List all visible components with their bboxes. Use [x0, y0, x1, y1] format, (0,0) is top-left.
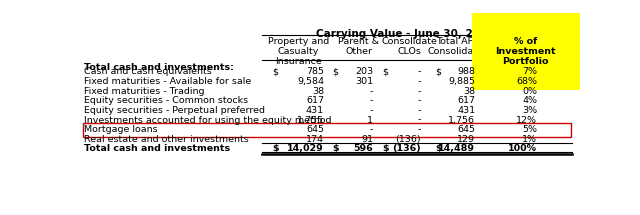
- Text: $: $: [382, 144, 389, 153]
- Text: 645: 645: [457, 125, 476, 134]
- Text: 174: 174: [306, 135, 324, 144]
- Text: 1,756: 1,756: [448, 115, 476, 124]
- Text: (136): (136): [396, 135, 421, 144]
- Text: 301: 301: [355, 77, 373, 86]
- Text: Equity securities - Perpetual preferred: Equity securities - Perpetual preferred: [84, 106, 265, 115]
- Text: -: -: [369, 96, 373, 105]
- Text: Parent &
Other: Parent & Other: [339, 37, 380, 56]
- Text: Consolidate
CLOs: Consolidate CLOs: [381, 37, 437, 56]
- Text: $: $: [382, 67, 388, 76]
- Text: 1,755: 1,755: [297, 115, 324, 124]
- Text: -: -: [418, 125, 421, 134]
- Text: Total cash and investments:: Total cash and investments:: [84, 63, 234, 72]
- Text: Investments accounted for using the equity method: Investments accounted for using the equi…: [84, 115, 332, 124]
- Text: -: -: [418, 115, 421, 124]
- Text: 4%: 4%: [522, 96, 537, 105]
- Text: (136): (136): [392, 144, 421, 153]
- Text: -: -: [418, 67, 421, 76]
- Text: Equity securities - Common stocks: Equity securities - Common stocks: [84, 96, 248, 105]
- Text: 91: 91: [361, 135, 373, 144]
- Text: -: -: [418, 77, 421, 86]
- Text: Mortgage loans: Mortgage loans: [84, 125, 157, 134]
- Text: 14,029: 14,029: [287, 144, 324, 153]
- Text: $: $: [332, 67, 338, 76]
- Text: -: -: [418, 106, 421, 115]
- Text: -: -: [369, 87, 373, 96]
- Text: 0%: 0%: [522, 87, 537, 96]
- Text: 431: 431: [306, 106, 324, 115]
- Text: 9,885: 9,885: [448, 77, 476, 86]
- Text: Carrying Value - June 30, 2023: Carrying Value - June 30, 2023: [316, 29, 495, 39]
- Text: Total AFG
Consolidated: Total AFG Consolidated: [428, 37, 489, 56]
- Bar: [83, 123, 572, 137]
- Text: % of
Investment
Portfolio: % of Investment Portfolio: [495, 37, 556, 66]
- Text: Cash and cash equivalents: Cash and cash equivalents: [84, 67, 212, 76]
- Text: 645: 645: [306, 125, 324, 134]
- Text: 617: 617: [457, 96, 476, 105]
- Text: Fixed maturities - Available for sale: Fixed maturities - Available for sale: [84, 77, 251, 86]
- Text: $: $: [435, 144, 442, 153]
- Text: 5%: 5%: [522, 125, 537, 134]
- Text: 38: 38: [463, 87, 476, 96]
- Text: 1%: 1%: [522, 135, 537, 144]
- Text: 1: 1: [367, 115, 373, 124]
- Text: 3%: 3%: [522, 106, 537, 115]
- Text: 12%: 12%: [516, 115, 537, 124]
- Text: 7%: 7%: [522, 67, 537, 76]
- Text: Real estate and other investments: Real estate and other investments: [84, 135, 248, 144]
- Text: 9,584: 9,584: [297, 77, 324, 86]
- Text: 203: 203: [355, 67, 373, 76]
- Text: Fixed maturities - Trading: Fixed maturities - Trading: [84, 87, 204, 96]
- Text: $: $: [332, 144, 339, 153]
- Text: 617: 617: [306, 96, 324, 105]
- Text: $: $: [435, 67, 441, 76]
- Text: 68%: 68%: [516, 77, 537, 86]
- Text: -: -: [418, 87, 421, 96]
- Text: 14,489: 14,489: [438, 144, 476, 153]
- Text: Total cash and investments: Total cash and investments: [84, 144, 230, 153]
- Text: 129: 129: [457, 135, 476, 144]
- Text: -: -: [369, 125, 373, 134]
- Text: 988: 988: [457, 67, 476, 76]
- Text: $: $: [272, 144, 279, 153]
- Text: Property and
Casualty
Insurance: Property and Casualty Insurance: [268, 37, 329, 66]
- Text: 785: 785: [306, 67, 324, 76]
- Text: -: -: [418, 96, 421, 105]
- Text: -: -: [369, 106, 373, 115]
- Text: $: $: [272, 67, 278, 76]
- Text: 38: 38: [312, 87, 324, 96]
- Text: 100%: 100%: [508, 144, 537, 153]
- Text: 431: 431: [457, 106, 476, 115]
- Text: 596: 596: [353, 144, 373, 153]
